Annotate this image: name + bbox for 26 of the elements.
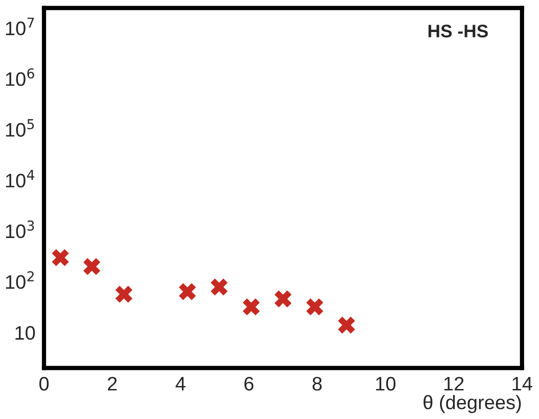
point [338, 316, 356, 334]
point [52, 249, 69, 266]
y-tick-label: 10$^{5}$ [6, 119, 34, 137]
point [178, 283, 196, 300]
point [83, 258, 100, 276]
annotation: HS -HS [428, 24, 488, 38]
x-tick-label: 2 [108, 376, 117, 390]
point [210, 278, 228, 296]
x-tick-label: 0 [39, 376, 49, 391]
y-tick-label: 10$^{4}$ [6, 170, 34, 188]
x-tick-label: 6 [244, 376, 254, 391]
y-tick-label: 10$^{3}$ [6, 220, 34, 238]
x-tick-label: 12 [444, 376, 464, 390]
x-tick-label: 10 [376, 376, 396, 391]
y-tick-label: 10 [16, 326, 35, 340]
y-tick-label: 10$^{7}$ [6, 18, 34, 36]
y-tick-label: 10$^{2}$ [6, 271, 34, 289]
y-tick-label: 10$^{6}$ [6, 68, 34, 86]
point [115, 286, 132, 303]
x-tick-label: 8 [312, 376, 322, 391]
point [242, 298, 260, 316]
x-tick-label: 4 [176, 377, 186, 390]
point [306, 298, 324, 316]
x-axis-title: θ (degrees) [424, 395, 521, 414]
x-tick-label: 14 [512, 377, 532, 390]
point [274, 290, 292, 308]
